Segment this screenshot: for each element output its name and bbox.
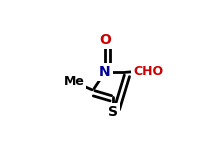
Text: S: S: [108, 105, 118, 119]
Text: O: O: [99, 33, 111, 47]
Text: CHO: CHO: [133, 65, 163, 78]
Text: Me: Me: [63, 75, 84, 88]
Text: N: N: [99, 65, 111, 79]
